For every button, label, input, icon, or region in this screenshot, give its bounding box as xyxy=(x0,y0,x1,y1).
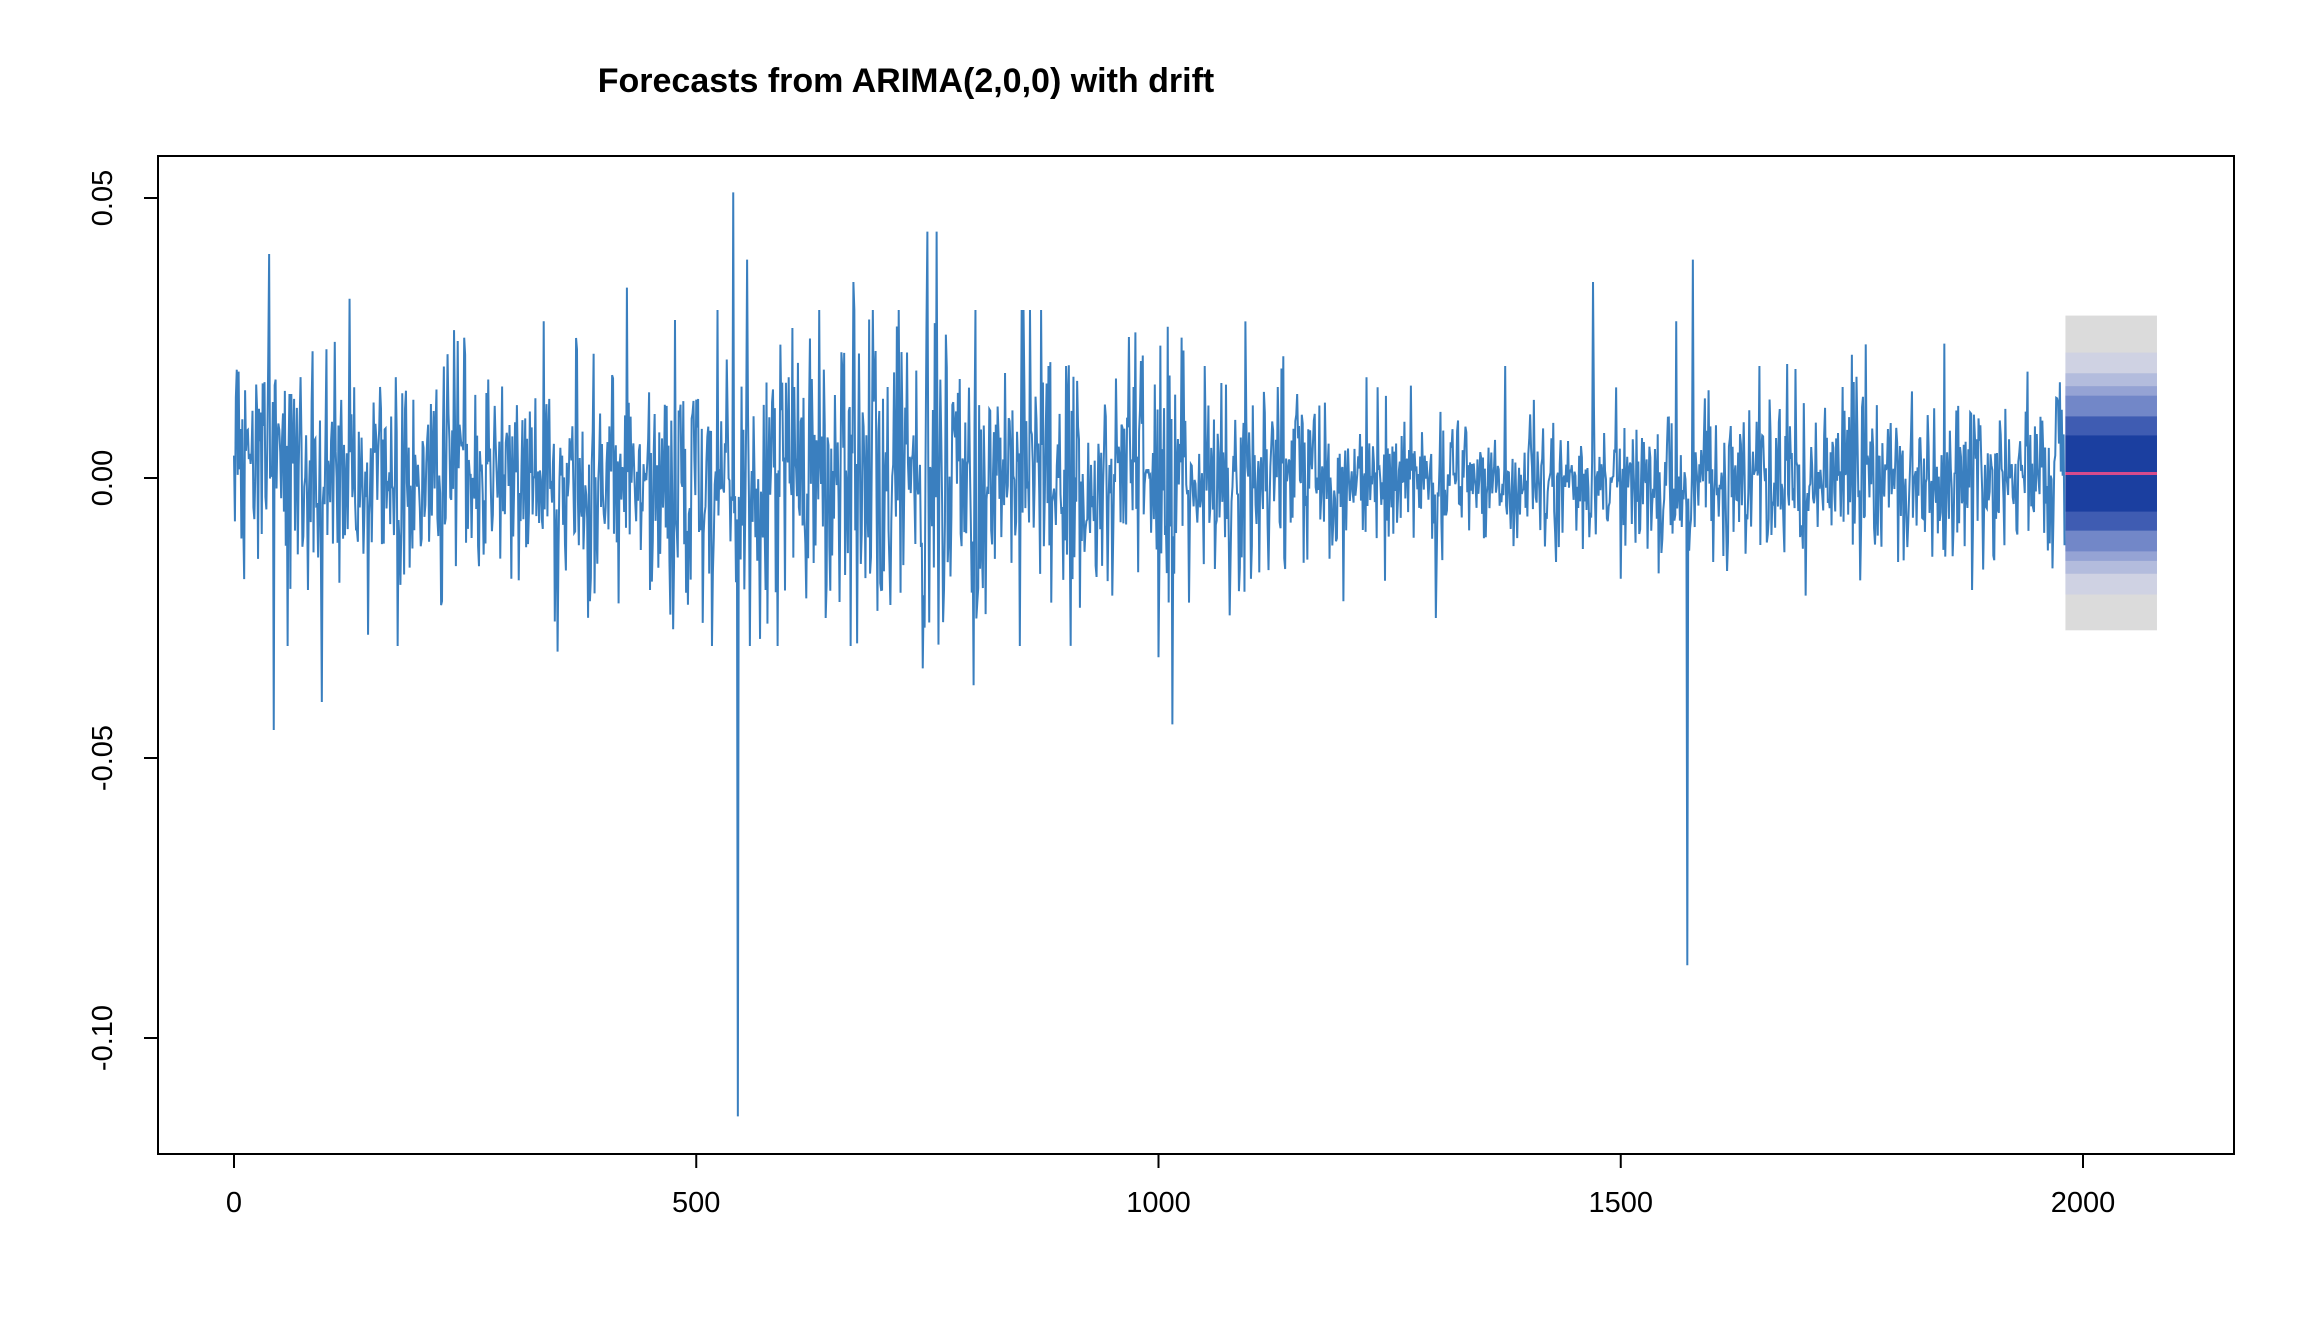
x-tick-label: 2000 xyxy=(2051,1187,2116,1219)
x-tick-label: 0 xyxy=(226,1187,242,1219)
x-tick-label: 1000 xyxy=(1126,1187,1191,1219)
y-tick-label: 0.00 xyxy=(87,450,119,506)
plot-frame xyxy=(157,155,2235,1155)
x-tick-label: 1500 xyxy=(1588,1187,1653,1219)
y-axis: -0.10 -0.05 0.00 0.05 xyxy=(87,170,159,1071)
x-axis: 0 500 1000 1500 2000 xyxy=(226,1153,2116,1219)
series-group xyxy=(233,192,2066,1117)
y-tick-label: 0.05 xyxy=(87,170,119,226)
y-tick-label: -0.10 xyxy=(87,1005,119,1071)
chart-title: Forecasts from ARIMA(2,0,0) with drift xyxy=(598,62,1214,100)
series-line xyxy=(233,192,2066,1117)
x-tick-label: 500 xyxy=(672,1187,720,1219)
y-tick-label: -0.05 xyxy=(87,725,119,791)
